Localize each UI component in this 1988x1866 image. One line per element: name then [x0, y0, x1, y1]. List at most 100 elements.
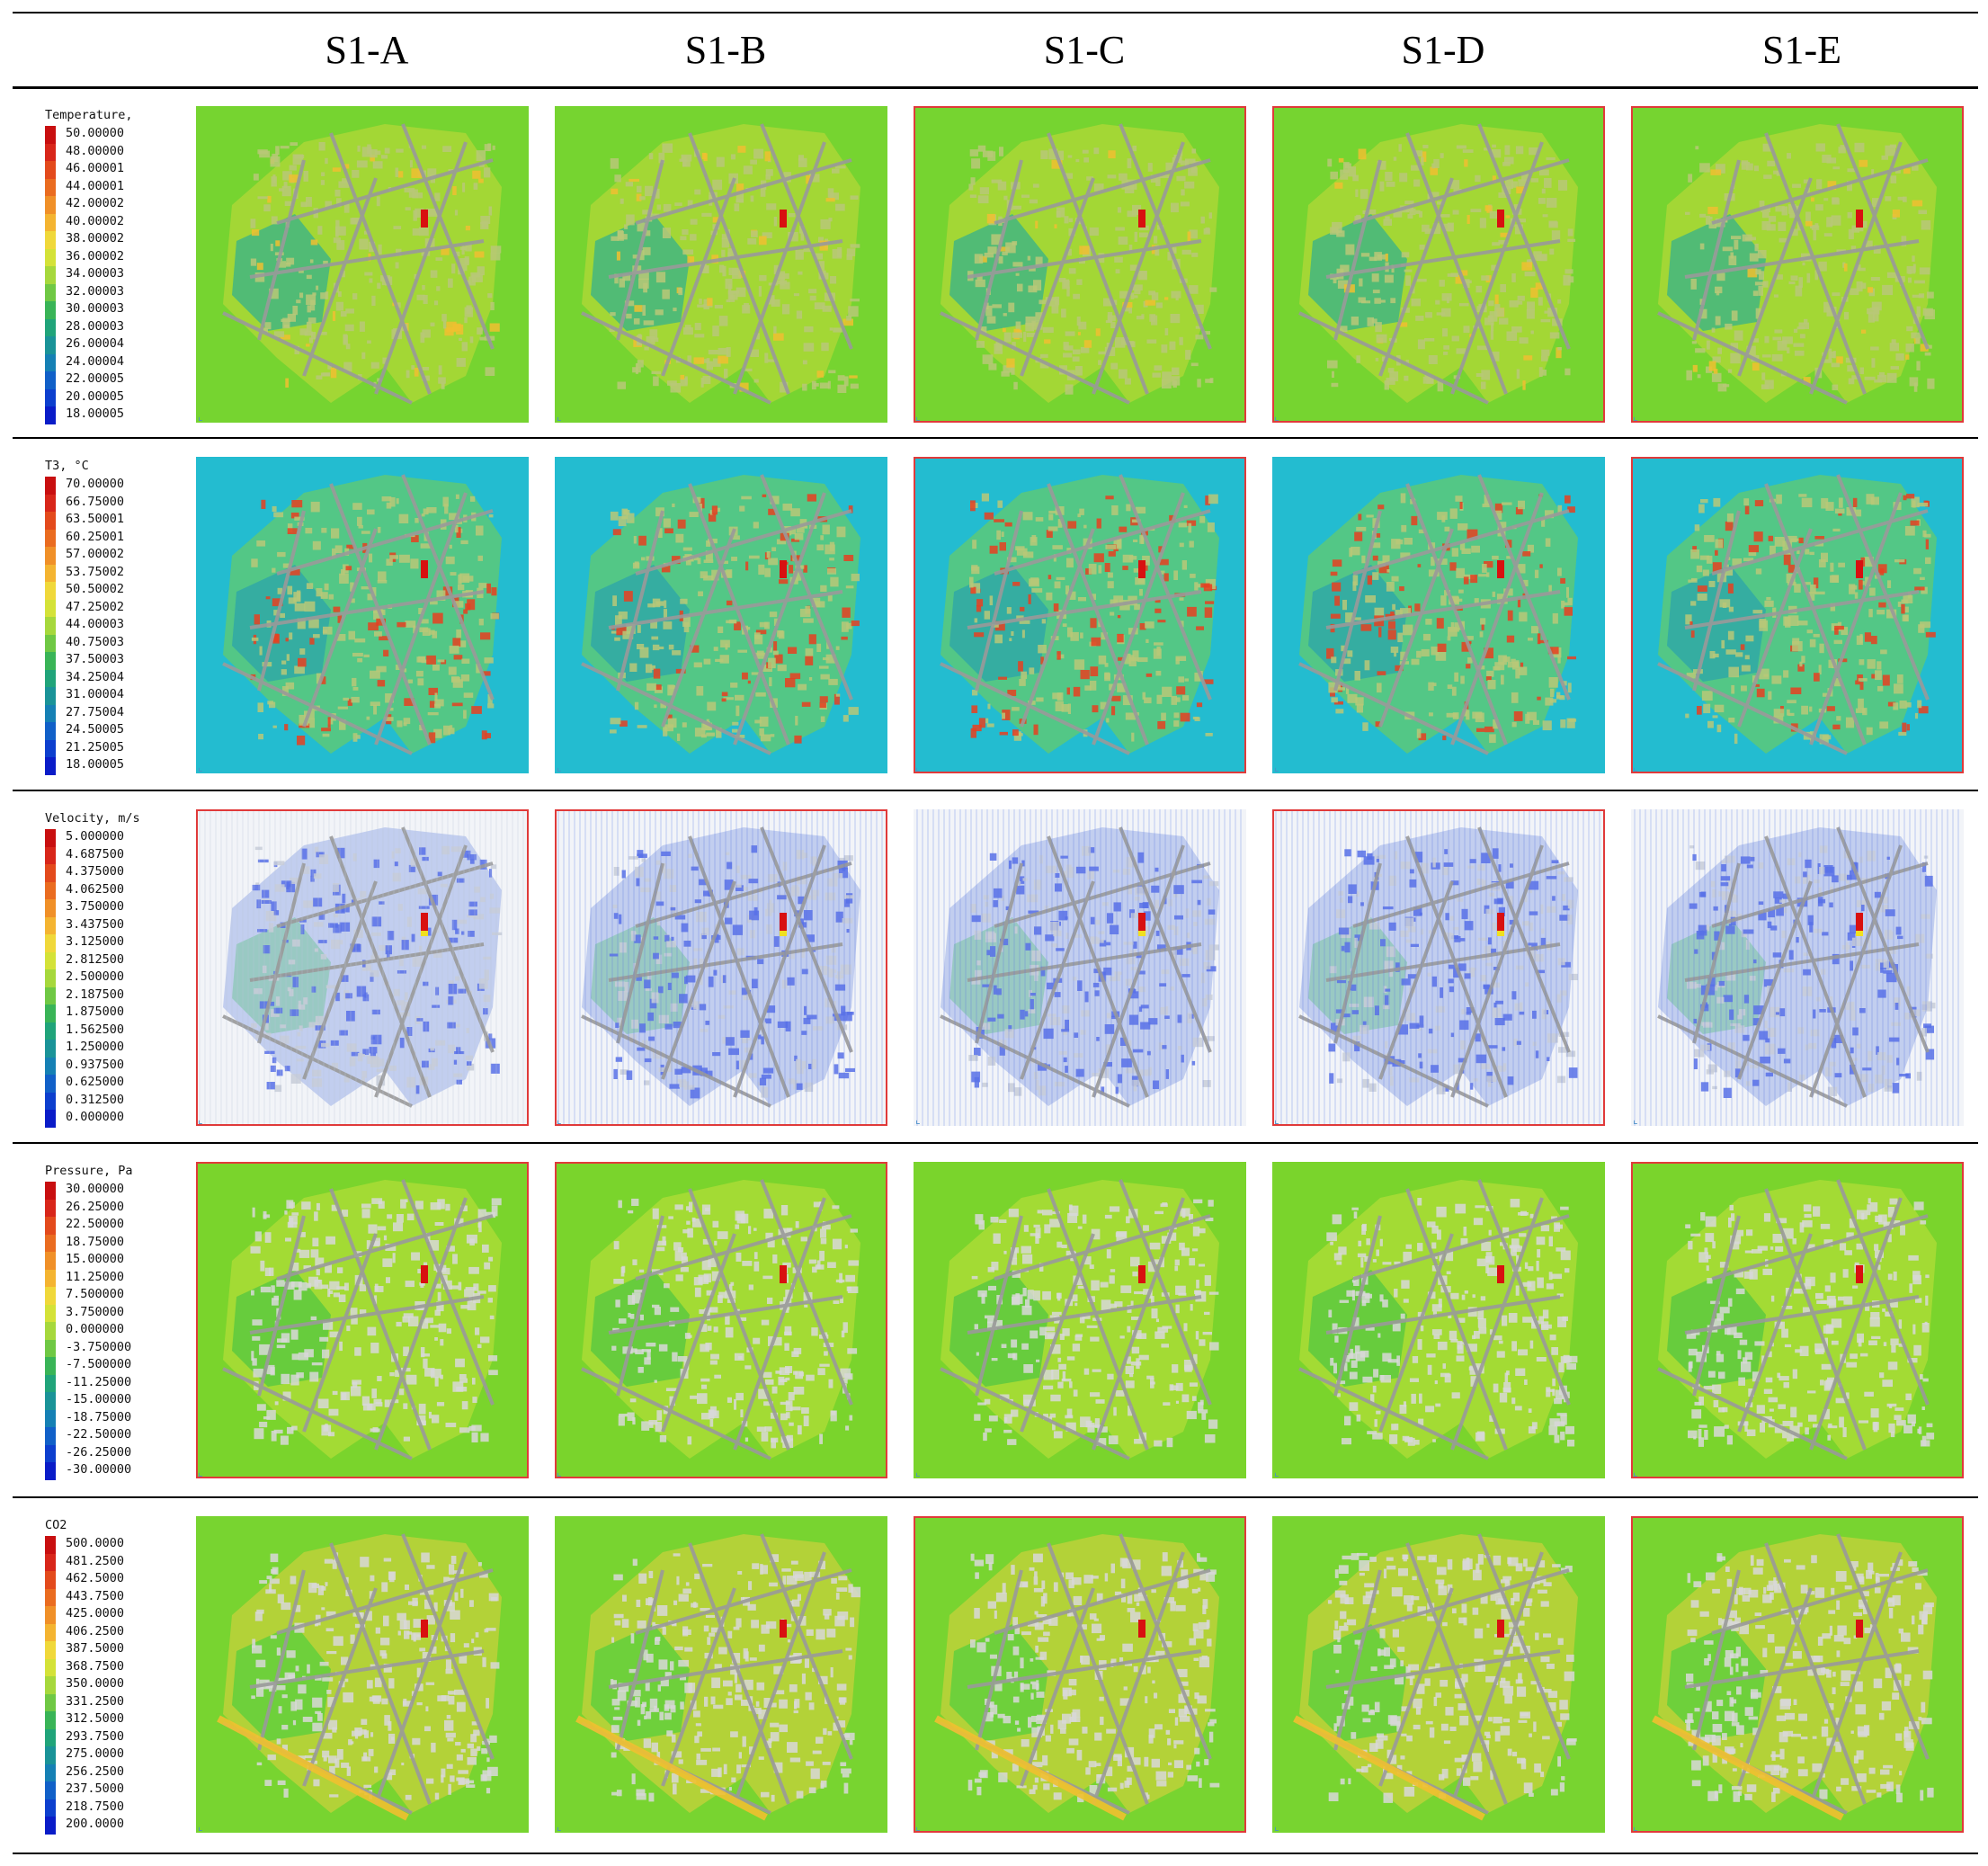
- legend-tick-label: 4.062500: [66, 881, 125, 897]
- axis-triad-icon: ⌞: [557, 1820, 562, 1833]
- legend-swatch: [45, 143, 56, 161]
- axis-triad-icon: ⌞: [1274, 1820, 1279, 1833]
- legend-swatch: [45, 829, 56, 847]
- legend-tick-label: 331.2500: [66, 1693, 125, 1709]
- legend-tick-label: 406.2500: [66, 1623, 125, 1638]
- legend-swatch: [45, 1217, 56, 1235]
- column-header-s1-c: S1-C: [1043, 28, 1126, 72]
- road-network: [940, 123, 1212, 405]
- legend-tick-label: -11.25000: [66, 1374, 132, 1389]
- map-pressure-s1-a: ⌞: [196, 1162, 529, 1478]
- legend-tick-label: 0.937500: [66, 1057, 125, 1072]
- legend-title: Velocity, m/s: [45, 811, 140, 826]
- legend-swatch: [45, 881, 56, 899]
- legend-swatch: [45, 1728, 56, 1746]
- legend-swatch: [45, 1781, 56, 1799]
- legend-swatch: [45, 1427, 56, 1445]
- legend-tick-label: 30.00000: [66, 1182, 125, 1196]
- reference-marker: [780, 210, 787, 228]
- legend-title: Temperature,: [45, 108, 133, 122]
- legend-pressure: Pressure, Pa 30.00000 26.25000 22.50000 18.7…: [27, 1164, 180, 1487]
- legend-swatch: [45, 846, 56, 864]
- legend-tick-label: 31.00004: [66, 687, 125, 701]
- legend-swatch: [45, 547, 56, 565]
- legend-swatch: [45, 1693, 56, 1711]
- legend-swatch: [45, 1339, 56, 1357]
- legend-swatch: [45, 1075, 56, 1093]
- legend-swatch: [45, 652, 56, 670]
- reference-marker: [780, 913, 787, 931]
- legend-swatch: [45, 477, 56, 495]
- legend-tick-label: 387.5000: [66, 1641, 125, 1656]
- row-separator: [13, 1142, 1978, 1144]
- building-blocks: [609, 143, 860, 393]
- legend-tick-label: -30.00000: [66, 1462, 132, 1477]
- legend-tick-label: 32.00003: [66, 283, 125, 299]
- road-network: [222, 123, 495, 405]
- legend-swatch: [45, 318, 56, 336]
- legend-tick-label: 50.50002: [66, 582, 125, 596]
- legend-tick-label: 40.75003: [66, 634, 125, 649]
- legend-swatch: [45, 634, 56, 652]
- legend-tick-label: 57.00002: [66, 547, 125, 561]
- legend-swatch: [45, 1553, 56, 1571]
- legend-co2: CO2 500.0000 481.2500 462.5000 443.7500 425.0…: [27, 1518, 180, 1842]
- legend-swatch: [45, 512, 56, 530]
- building-blocks: [1326, 493, 1577, 744]
- legend-color-bar: [45, 829, 56, 1128]
- legend-velocity: Velocity, m/s 5.000000 4.687500 4.375000 4.0…: [27, 811, 180, 1135]
- legend-swatch: [45, 1817, 56, 1835]
- map-temperature-s1-b: ⌞: [555, 106, 887, 423]
- map-co2-s1-a: ⌞: [196, 1516, 529, 1833]
- road-network: [1298, 123, 1571, 405]
- legend-tick-label: 18.00005: [66, 406, 125, 421]
- legend-tick-label: 44.00001: [66, 178, 125, 193]
- reference-marker: [1856, 1620, 1863, 1638]
- reference-marker: [1138, 210, 1146, 228]
- reference-marker: [1856, 1265, 1863, 1283]
- road-network: [222, 474, 495, 755]
- column-header-s1-e: S1-E: [1762, 28, 1841, 72]
- legend-tick-label: 15.00000: [66, 1252, 125, 1266]
- legend-tick-label: 22.50000: [66, 1217, 125, 1231]
- legend-swatch: [45, 1711, 56, 1729]
- emission-corridor: [1652, 1715, 1844, 1821]
- legend-tick-label: 4.687500: [66, 846, 125, 862]
- axis-triad-icon: ⌞: [198, 1113, 203, 1126]
- map-co2-s1-c: ⌞: [914, 1516, 1246, 1833]
- legend-swatch: [45, 899, 56, 917]
- legend-swatch: [45, 739, 56, 757]
- axis-triad-icon: ⌞: [1274, 1466, 1279, 1478]
- legend-swatch: [45, 371, 56, 389]
- row-separator: [13, 1496, 1978, 1498]
- legend-swatch: [45, 617, 56, 635]
- legend-tick-label: 500.0000: [66, 1536, 125, 1550]
- reference-marker: [421, 210, 428, 228]
- legend-tick-label: 7.500000: [66, 1287, 125, 1301]
- legend-color-bar: [45, 1536, 56, 1835]
- legend-title: CO2: [45, 1518, 67, 1532]
- legend-swatch: [45, 1641, 56, 1659]
- legend-swatch: [45, 336, 56, 354]
- legend-tick-label: 237.5000: [66, 1781, 125, 1796]
- axis-triad-icon: ⌞: [915, 410, 921, 423]
- legend-swatch: [45, 231, 56, 249]
- legend-tick-label: 4.375000: [66, 864, 125, 879]
- legend-tick-label: 63.50001: [66, 512, 125, 526]
- map-velocity-s1-b: ⌞: [555, 809, 887, 1126]
- axis-triad-icon: ⌞: [1274, 761, 1279, 773]
- map-pressure-s1-b: ⌞: [555, 1162, 887, 1478]
- legend-swatch: [45, 1199, 56, 1217]
- legend-swatch: [45, 722, 56, 740]
- map-pressure-s1-c: ⌞: [914, 1162, 1246, 1478]
- road-network: [1298, 474, 1571, 755]
- road-network: [1657, 474, 1930, 755]
- legend-tick-label: 60.25001: [66, 529, 125, 544]
- legend-tick-label: 1.875000: [66, 1004, 125, 1019]
- map-velocity-s1-c: ⌞: [914, 809, 1246, 1126]
- legend-tick-label: 50.00000: [66, 126, 125, 140]
- legend-swatch: [45, 494, 56, 512]
- map-co2-s1-d: ⌞: [1272, 1516, 1605, 1833]
- legend-tick-label: 293.7500: [66, 1728, 125, 1744]
- legend-tick-label: 3.750000: [66, 899, 125, 914]
